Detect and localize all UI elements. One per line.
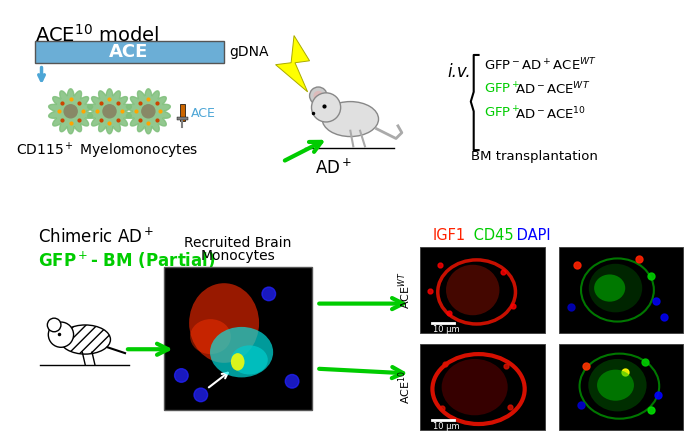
Text: ACE: ACE [191, 107, 216, 120]
Text: ACE$^{WT}$: ACE$^{WT}$ [397, 271, 414, 309]
Text: ACE: ACE [109, 43, 148, 61]
Text: GFP$^+$: GFP$^+$ [484, 81, 521, 97]
Circle shape [312, 93, 341, 122]
Ellipse shape [594, 275, 625, 302]
Ellipse shape [60, 325, 111, 354]
Bar [420, 344, 545, 430]
Circle shape [103, 105, 116, 118]
Circle shape [262, 287, 276, 301]
Text: GFP$^-$AD$^+$ACE$^{WT}$: GFP$^-$AD$^+$ACE$^{WT}$ [484, 57, 598, 73]
Ellipse shape [231, 345, 268, 375]
Text: 10 μm: 10 μm [433, 325, 459, 334]
Circle shape [142, 105, 155, 118]
Ellipse shape [189, 283, 259, 363]
Polygon shape [127, 89, 170, 134]
Text: DAPI: DAPI [512, 228, 550, 243]
Ellipse shape [442, 359, 508, 415]
Text: Chimeric AD$^+$: Chimeric AD$^+$ [38, 228, 154, 247]
Ellipse shape [446, 265, 499, 315]
Text: Recruited Brain: Recruited Brain [184, 235, 291, 250]
Bar [178, 117, 188, 120]
Polygon shape [88, 89, 132, 134]
Polygon shape [49, 89, 92, 134]
Text: gDNA: gDNA [229, 45, 269, 59]
Circle shape [286, 375, 299, 388]
Text: AD$^+$: AD$^+$ [315, 158, 352, 177]
Bar [35, 41, 224, 63]
Text: i.v.: i.v. [447, 63, 471, 81]
Circle shape [314, 91, 323, 101]
Circle shape [64, 105, 77, 118]
Ellipse shape [597, 370, 634, 400]
Bar [181, 104, 186, 121]
Text: GFP$^+$: GFP$^+$ [484, 105, 521, 121]
Ellipse shape [589, 264, 642, 312]
Text: ACE$^{10}$: ACE$^{10}$ [397, 370, 414, 404]
Ellipse shape [588, 359, 647, 411]
Text: CD45: CD45 [469, 228, 514, 243]
Bar [164, 267, 312, 410]
Text: BM transplantation: BM transplantation [472, 150, 598, 163]
Bar [559, 344, 683, 430]
Circle shape [48, 322, 74, 347]
Circle shape [194, 388, 208, 402]
Text: CD115$^+$ Myelomonocytes: CD115$^+$ Myelomonocytes [16, 141, 199, 161]
Circle shape [174, 368, 188, 382]
Bar [559, 247, 683, 333]
Text: 10 μm: 10 μm [433, 422, 459, 431]
Ellipse shape [322, 101, 379, 137]
Ellipse shape [190, 319, 231, 354]
Text: AD$^-$ACE$^{WT}$: AD$^-$ACE$^{WT}$ [515, 81, 591, 98]
Text: IGF1: IGF1 [433, 228, 466, 243]
Text: GFP$^+$- BM (Partial): GFP$^+$- BM (Partial) [38, 249, 216, 271]
Circle shape [48, 318, 61, 332]
Bar [420, 247, 545, 333]
Ellipse shape [231, 353, 244, 371]
Text: Monocytes: Monocytes [200, 249, 275, 263]
Text: ACE$^{10}$ model: ACE$^{10}$ model [35, 24, 159, 46]
Polygon shape [276, 36, 309, 92]
Text: AD$^-$ACE$^{10}$: AD$^-$ACE$^{10}$ [515, 105, 587, 122]
Circle shape [309, 87, 327, 105]
Ellipse shape [210, 327, 273, 377]
